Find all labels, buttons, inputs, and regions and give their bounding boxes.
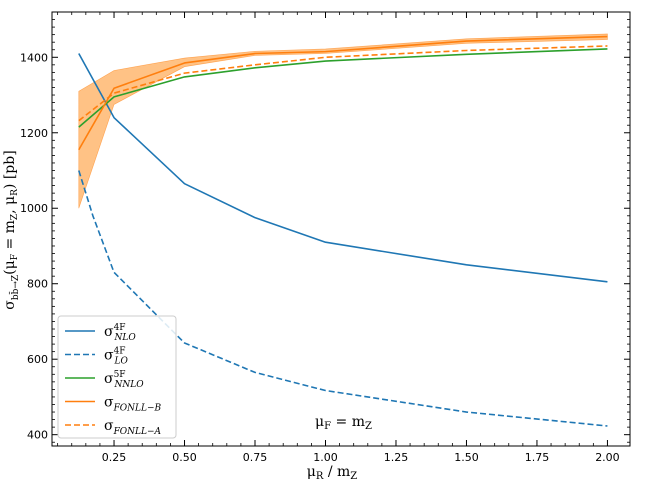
series-line: [78, 35, 608, 151]
series-line: [78, 45, 608, 122]
legend-label: σ4F LO: [104, 347, 129, 367]
y-tick-label: 1400: [20, 51, 48, 64]
x-axis-label: μR / mZ: [307, 464, 358, 482]
band-layer: [78, 33, 608, 209]
y-tick-label: 1000: [20, 202, 48, 215]
y-tick-label: 600: [27, 353, 48, 366]
x-tick-label: 0.25: [102, 451, 127, 464]
y-tick-label: 800: [27, 278, 48, 291]
y-tick-label: 1200: [20, 127, 48, 140]
legend-label: σFONLL−B: [104, 395, 162, 414]
x-tick-label: 0.75: [243, 451, 268, 464]
x-axis-ticks: 0.25 0.50 0.75 1.00 1.25 1.50 1.75 2.00: [57, 12, 620, 464]
legend: σ4F NLO σ4F LO σ5F NNLO σFONLL−B σFONLL−A: [57, 315, 177, 439]
y-axis-label: σbb̄→Z(μF = mZ, μR) [pb]: [2, 150, 21, 309]
uncertainty-band: [78, 33, 608, 209]
legend-label: σ5F NNLO: [104, 370, 144, 390]
x-tick-label: 1.00: [313, 451, 338, 464]
y-axis-ticks: 400 600 800 1000 1200 1400: [20, 11, 630, 443]
series-line: [78, 53, 608, 283]
x-tick-label: 1.50: [454, 451, 479, 464]
y-tick-label: 400: [27, 429, 48, 442]
series-layer: [78, 35, 608, 427]
chart-annotation: μF = mZ: [315, 414, 372, 432]
x-tick-label: 1.75: [525, 451, 550, 464]
plot-frame: [51, 11, 631, 447]
legend-label: σ4F NLO: [104, 323, 136, 343]
legend-box: [57, 315, 177, 439]
x-tick-label: 1.25: [384, 451, 409, 464]
axes-layer: [51, 11, 631, 447]
x-tick-label: 2.00: [595, 451, 620, 464]
series-line: [78, 48, 608, 128]
legend-label: σFONLL−A: [104, 418, 162, 437]
x-tick-label: 0.50: [172, 451, 197, 464]
series-line: [78, 170, 608, 427]
